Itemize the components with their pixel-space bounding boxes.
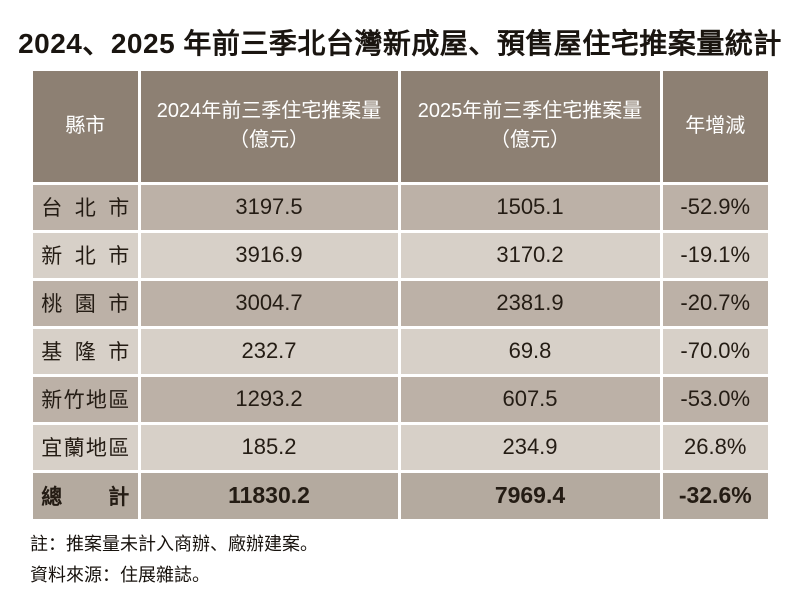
header-2025-line2: （億元） bbox=[490, 129, 570, 152]
header-county-label: 縣市 bbox=[65, 114, 106, 137]
value-2025-cell: 69.8 bbox=[397, 325, 663, 377]
table-body: 台北市 3197.5 1505.1 -52.9% 新北市 3916.9 3170… bbox=[33, 181, 768, 519]
county-cell: 基隆市 bbox=[33, 325, 141, 377]
county-label: 台北市 bbox=[41, 197, 130, 220]
county-cell: 新竹地區 bbox=[33, 373, 141, 425]
table-row: 宜蘭地區 185.2 234.9 26.8% bbox=[33, 421, 768, 473]
header-yoy: 年增減 bbox=[659, 71, 768, 185]
header-2025-line1: 2025年前三季住宅推案量 bbox=[417, 100, 643, 123]
county-cell: 新北市 bbox=[33, 229, 141, 281]
header-row: 縣市 2024年前三季住宅推案量 （億元） 2025年前三季住宅推案量 （億元）… bbox=[33, 71, 768, 185]
table-header: 縣市 2024年前三季住宅推案量 （億元） 2025年前三季住宅推案量 （億元）… bbox=[33, 71, 768, 185]
total-yoy-cell: -32.6% bbox=[659, 469, 768, 519]
county-label: 桃園市 bbox=[41, 293, 130, 316]
value-2024-cell: 3004.7 bbox=[137, 277, 401, 329]
value-2025-cell: 3170.2 bbox=[397, 229, 663, 281]
table-row: 新竹地區 1293.2 607.5 -53.0% bbox=[33, 373, 768, 425]
county-cell: 宜蘭地區 bbox=[33, 421, 141, 473]
table-row: 桃園市 3004.7 2381.9 -20.7% bbox=[33, 277, 768, 329]
value-2025-cell: 234.9 bbox=[397, 421, 663, 473]
value-2024-cell: 3197.5 bbox=[137, 181, 401, 233]
yoy-cell: -70.0% bbox=[659, 325, 768, 377]
county-label: 新北市 bbox=[41, 245, 130, 268]
yoy-cell: -20.7% bbox=[659, 277, 768, 329]
source-line: 資料來源：住展雜誌。 bbox=[30, 564, 210, 585]
footnotes: 註：推案量未計入商辦、廠辦建案。 資料來源：住展雜誌。 bbox=[30, 529, 800, 590]
county-label: 宜蘭地區 bbox=[41, 437, 130, 460]
housing-stats-table: 縣市 2024年前三季住宅推案量 （億元） 2025年前三季住宅推案量 （億元）… bbox=[33, 71, 768, 519]
total-row: 總計 11830.2 7969.4 -32.6% bbox=[33, 469, 768, 519]
header-yoy-label: 年增減 bbox=[685, 114, 746, 137]
header-county: 縣市 bbox=[33, 71, 141, 185]
value-2024-cell: 185.2 bbox=[137, 421, 401, 473]
total-label: 總計 bbox=[41, 485, 130, 509]
table-row: 新北市 3916.9 3170.2 -19.1% bbox=[33, 229, 768, 281]
total-label-cell: 總計 bbox=[33, 469, 141, 519]
chart-title: 2024、2025 年前三季北台灣新成屋、預售屋住宅推案量統計 bbox=[18, 28, 782, 59]
header-2025-volume: 2025年前三季住宅推案量 （億元） bbox=[397, 71, 663, 185]
value-2024-cell: 3916.9 bbox=[137, 229, 401, 281]
footnote-line: 註：推案量未計入商辦、廠辦建案。 bbox=[30, 534, 318, 554]
header-2024-line1: 2024年前三季住宅推案量 bbox=[156, 100, 382, 123]
county-label: 新竹地區 bbox=[41, 389, 130, 412]
header-2024-line2: （億元） bbox=[229, 129, 309, 152]
value-2025-cell: 1505.1 bbox=[397, 181, 663, 233]
total-2025-cell: 7969.4 bbox=[397, 469, 663, 519]
value-2024-cell: 232.7 bbox=[137, 325, 401, 377]
yoy-cell: -52.9% bbox=[659, 181, 768, 233]
county-cell: 台北市 bbox=[33, 181, 141, 233]
header-2024-volume: 2024年前三季住宅推案量 （億元） bbox=[137, 71, 401, 185]
table-row: 台北市 3197.5 1505.1 -52.9% bbox=[33, 181, 768, 233]
yoy-cell: -19.1% bbox=[659, 229, 768, 281]
value-2024-cell: 1293.2 bbox=[137, 373, 401, 425]
total-2024-cell: 11830.2 bbox=[137, 469, 401, 519]
county-cell: 桃園市 bbox=[33, 277, 141, 329]
county-label: 基隆市 bbox=[41, 341, 130, 364]
yoy-cell: -53.0% bbox=[659, 373, 768, 425]
table-row: 基隆市 232.7 69.8 -70.0% bbox=[33, 325, 768, 377]
yoy-cell: 26.8% bbox=[659, 421, 768, 473]
value-2025-cell: 607.5 bbox=[397, 373, 663, 425]
value-2025-cell: 2381.9 bbox=[397, 277, 663, 329]
